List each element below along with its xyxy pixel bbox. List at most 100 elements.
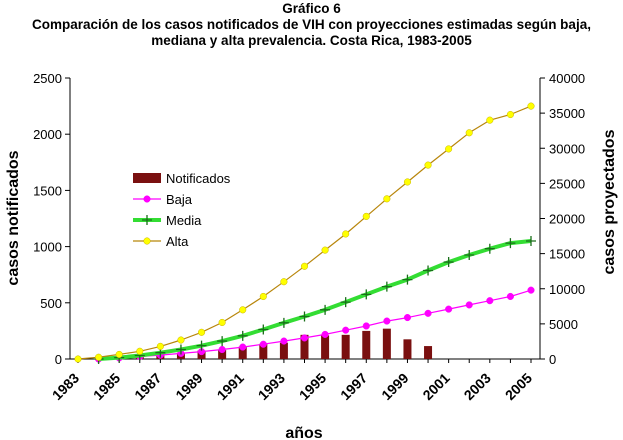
x-tick-label: 1987	[131, 370, 164, 403]
point-media	[443, 257, 454, 268]
y-left-tick-label: 1000	[33, 240, 62, 255]
bar-notificados	[238, 346, 247, 359]
x-tick-label: 1989	[172, 370, 205, 403]
point-alta	[506, 110, 514, 119]
x-axis-label: años	[285, 425, 322, 440]
bar-notificados	[403, 339, 412, 359]
point-media	[381, 281, 392, 292]
point-alta	[239, 306, 247, 314]
point-media	[217, 336, 228, 347]
point-alta	[383, 195, 391, 203]
point-alta	[300, 262, 309, 270]
point-baja	[383, 317, 391, 325]
point-alta	[136, 347, 144, 355]
y-right-tick-label: 40000	[549, 71, 585, 86]
bar-notificados	[321, 335, 330, 359]
point-baja	[342, 326, 350, 334]
point-baja	[527, 286, 535, 294]
series-line-baja	[98, 289, 532, 360]
y-left-tick-label: 0	[55, 352, 62, 367]
point-baja	[424, 309, 432, 317]
legend-marker-media	[142, 215, 152, 225]
y-axis-left-label: casos notificados	[5, 150, 22, 285]
point-baja	[403, 314, 412, 322]
point-media	[464, 250, 475, 261]
x-tick-label: 2001	[419, 370, 452, 403]
point-baja	[506, 292, 514, 301]
point-alta	[156, 342, 164, 350]
y-axis-right-label: casos proyectados	[601, 129, 618, 274]
point-media	[505, 238, 516, 249]
point-media	[402, 274, 413, 285]
chart-title: Gráfico 6	[282, 1, 341, 16]
point-alta	[95, 353, 103, 361]
legend-label-media: Media	[166, 213, 202, 228]
point-baja	[218, 345, 226, 354]
x-tick-label: 2005	[502, 370, 535, 403]
y-right-tick-label: 15000	[549, 247, 585, 262]
point-media	[526, 235, 536, 246]
point-media	[484, 243, 495, 254]
y-right-tick-label: 35000	[549, 106, 585, 121]
point-media	[278, 317, 289, 328]
point-alta	[218, 318, 226, 327]
point-alta	[486, 116, 494, 124]
point-media	[320, 304, 331, 315]
x-tick-label: 1997	[337, 370, 370, 403]
point-alta	[259, 292, 267, 301]
point-alta	[465, 129, 473, 137]
y-left-tick-label: 500	[40, 296, 62, 311]
y-left-tick-label: 1500	[33, 183, 62, 198]
point-baja	[362, 322, 370, 330]
x-tick-label: 1999	[378, 370, 411, 403]
x-tick-label: 2003	[461, 370, 494, 403]
y-right-tick-label: 25000	[549, 176, 585, 191]
point-alta	[445, 145, 453, 153]
y-left-tick-label: 2500	[33, 71, 62, 86]
point-alta	[527, 102, 535, 110]
x-tick-label: 1993	[255, 370, 288, 403]
x-tick-label: 1985	[90, 370, 123, 403]
bar-notificados	[362, 330, 371, 359]
point-alta	[177, 336, 185, 344]
point-baja	[445, 305, 453, 313]
legend: Notificados Baja Media Alta	[133, 171, 231, 249]
bar-notificados	[341, 334, 350, 359]
bar-notificados	[259, 343, 268, 359]
point-baja	[259, 340, 267, 348]
lines-layer	[74, 102, 536, 364]
y-right-tick-label: 0	[549, 352, 556, 367]
legend-label-alta: Alta	[166, 234, 189, 249]
point-baja	[280, 337, 288, 345]
chart-subtitle-line-2: mediana y alta prevalencia. Costa Rica, …	[151, 33, 472, 48]
y-right-tick-label: 10000	[549, 282, 585, 297]
point-alta	[280, 278, 288, 286]
y-right-tick-label: 5000	[549, 317, 578, 332]
bar-notificados	[279, 342, 288, 359]
y-left-tick-label: 2000	[33, 127, 62, 142]
chart-subtitle-line-1: Comparación de los casos notificados de …	[32, 17, 591, 32]
point-media	[340, 297, 351, 308]
point-baja	[300, 334, 309, 342]
point-baja	[239, 343, 247, 351]
legend-marker-baja	[143, 195, 151, 203]
legend-swatch-notificados	[133, 173, 161, 183]
point-media	[423, 265, 434, 276]
point-alta	[115, 350, 123, 358]
bar-notificados	[300, 334, 309, 359]
point-baja	[321, 330, 329, 338]
point-alta	[362, 212, 370, 220]
point-media	[361, 289, 372, 300]
bar-notificados	[424, 346, 433, 359]
y-right-tick-label: 30000	[549, 141, 585, 156]
legend-marker-alta	[143, 237, 151, 245]
x-tick-label: 1983	[49, 370, 82, 403]
point-alta	[342, 230, 350, 238]
point-alta	[403, 178, 412, 186]
x-tick-label: 1991	[214, 370, 247, 403]
point-media	[175, 344, 186, 355]
point-baja	[465, 301, 473, 309]
point-alta	[424, 161, 432, 169]
